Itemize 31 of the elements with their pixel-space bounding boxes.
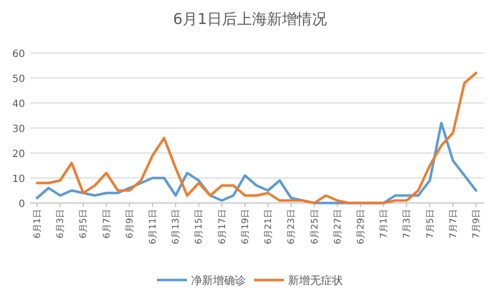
y-tick-label: 40 [12, 99, 25, 110]
legend-label: 净新增确诊 [191, 274, 246, 287]
x-tick-label: 7月9日 [472, 209, 482, 238]
y-tick-label: 20 [12, 149, 25, 160]
line-series [36, 72, 478, 204]
x-tick-label: 6月11日 [148, 209, 159, 244]
x-tick-label: 6月13日 [172, 209, 182, 244]
x-tick-label: 6月5日 [79, 209, 90, 238]
x-tick-label: 6月1日 [33, 209, 43, 238]
y-tick-label: 60 [12, 49, 25, 60]
x-tick-label: 6月29日 [356, 209, 366, 244]
x-tick-label: 7月1日 [380, 209, 390, 238]
x-tick-label: 7月7日 [448, 209, 459, 238]
x-tick-label: 6月21日 [264, 209, 274, 244]
x-tick-label: 6月25日 [310, 209, 320, 244]
y-tick-label: 0 [18, 199, 25, 210]
x-tick-label: 6月23日 [287, 209, 298, 244]
x-tick-label: 6月3日 [56, 209, 66, 238]
y-tick-label: 30 [12, 124, 25, 135]
x-tick-label: 6月17日 [218, 209, 228, 244]
y-tick-label: 10 [12, 174, 25, 185]
x-tick-label: 6月15日 [194, 209, 205, 244]
legend-label: 新增无症状 [288, 274, 343, 287]
x-tick-label: 6月19日 [240, 209, 251, 244]
chart-title: 6月1日后上海新增情况 [172, 10, 328, 28]
x-tick-label: 6月27日 [333, 209, 344, 244]
x-tick-label: 6月9日 [125, 209, 136, 238]
x-tick-label: 7月5日 [426, 209, 436, 238]
x-tick-label: 6月7日 [102, 209, 112, 238]
y-tick-label: 50 [12, 74, 25, 85]
x-tick-label: 7月3日 [402, 209, 413, 238]
